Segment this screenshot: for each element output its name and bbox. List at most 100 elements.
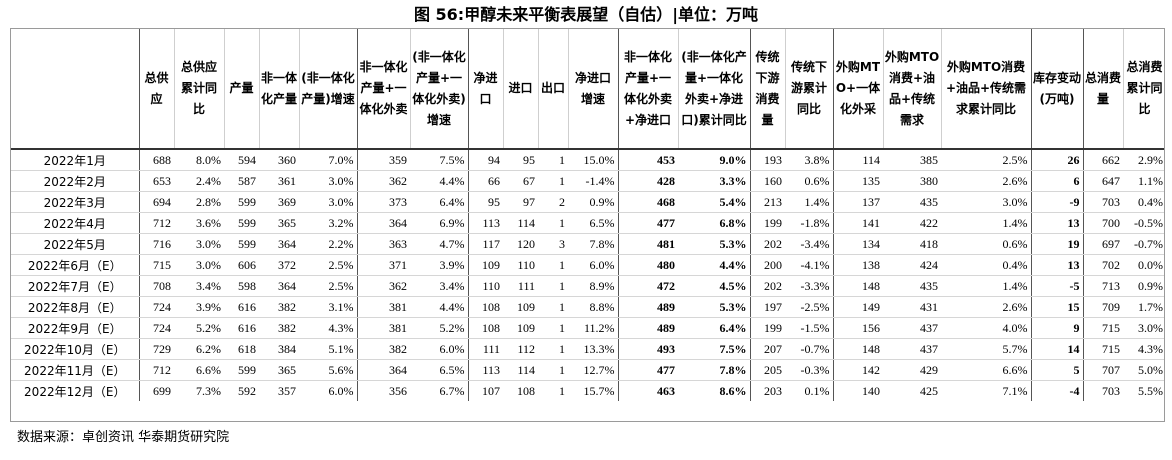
table-cell: 1.7% [1123,296,1164,318]
table-cell: -9 [1031,191,1084,213]
table-cell: 489 [618,317,678,339]
table-cell: 599 [224,191,259,213]
table-cell: -0.5% [1123,212,1164,234]
table-cell: 207 [750,338,785,360]
table-cell: 2.2% [299,233,358,255]
table-cell: 6.8% [678,212,751,234]
header-cell: 总供应累计同比 [174,29,225,150]
table-cell: 138 [833,254,883,276]
header-cell: (非一体化产量+一体化外卖)增速 [410,29,469,150]
table-cell: 2.5% [299,254,358,276]
table-cell: -0.7% [785,338,834,360]
header-cell: 传统下游消费量 [750,29,786,150]
table-cell: 113 [468,359,503,381]
table-cell: 7.8% [678,359,751,381]
table-cell: 148 [833,338,883,360]
table-cell: 697 [1083,233,1123,255]
table-cell: -4 [1031,380,1084,401]
table-cell: 19 [1031,233,1084,255]
table-cell: 364 [259,275,299,297]
table-cell: 1 [538,275,568,297]
table-cell: 3.0% [941,191,1032,213]
table-cell: 616 [224,296,259,318]
table-cell: 13.3% [568,338,619,360]
table-cell: 365 [259,212,299,234]
table-cell: 0.4% [1123,191,1164,213]
table-body: 2022年1月 688 8.0% 594 360 7.0% 359 7.5% 94 95 1 15.0… [11,149,1164,401]
table-cell: 110 [503,254,538,276]
table-cell: 6.2% [174,338,224,360]
row-date-cell: 2022年10月（E） [11,338,140,360]
table-cell: 365 [259,359,299,381]
table-cell: 381 [357,317,410,339]
table-cell: 0.6% [941,233,1032,255]
table-cell: 8.0% [174,149,224,171]
table-cell: 3.9% [174,296,224,318]
table-cell: 8.6% [678,380,751,401]
table-cell: 14 [1031,338,1084,360]
table-cell: 202 [750,275,785,297]
table-cell: 199 [750,317,785,339]
table-cell: 2.8% [174,191,224,213]
header-cell: 总消费量 [1083,29,1124,150]
table-cell: -1.4% [568,170,619,192]
table-cell: 0.4% [941,254,1032,276]
table-cell: 202 [750,233,785,255]
table-cell: 13 [1031,212,1084,234]
table-cell: 3.6% [174,212,224,234]
row-date-cell: 2022年5月 [11,233,140,255]
table-cell: 5.7% [941,338,1032,360]
table-cell: 7.5% [678,338,751,360]
table-cell: 712 [139,359,174,381]
table-cell: 0.9% [1123,275,1164,297]
header-cell: 非一体化产量 [259,29,300,150]
table-cell: 137 [833,191,883,213]
table-row: 2022年11月（E） 712 6.6% 599 365 5.6% 364 6.5% 113 11… [11,359,1164,381]
header-cell: (非一体化产量)增速 [299,29,358,150]
header-cell: 净进口增速 [568,29,619,150]
table-title: 图 56:甲醇未来平衡表展望（自估）|单位：万吨 [413,5,759,24]
table-cell: 141 [833,212,883,234]
table-cell: 598 [224,275,259,297]
table-cell: 599 [224,359,259,381]
table-cell: 384 [259,338,299,360]
table-cell: 2.9% [1123,149,1164,171]
table-cell: 3.0% [174,233,224,255]
table-cell: 431 [883,296,941,318]
header-cell: 外购MTO+一体化外采 [833,29,884,150]
table-cell: 4.4% [410,170,469,192]
table-cell: 382 [259,296,299,318]
table-cell: 6.4% [410,191,469,213]
table-cell: 120 [503,233,538,255]
table-cell: 12.7% [568,359,619,381]
table-cell: 67 [503,170,538,192]
table-cell: 703 [1102,383,1120,398]
table-cell: 713 [1083,275,1123,297]
table-cell: 3.8% [785,149,834,171]
header-cell: 非一体化产量+一体化外卖 [357,29,411,150]
table-cell: 66 [468,170,503,192]
table-cell: 4.7% [410,233,469,255]
table-cell: 5 [1031,359,1084,381]
table-cell: -5 [1031,275,1084,297]
table-cell: 94 [468,149,503,171]
table-cell: 361 [259,170,299,192]
table-cell: 6.4% [678,317,751,339]
header-row: 总供应 总供应累计同比 产量 非一体化产量 (非一体化产量)增速 非一体化产量+… [11,29,1164,150]
table-cell: -0.3% [785,359,834,381]
table-cell: 6.9% [410,212,469,234]
table-cell: 480 [618,254,678,276]
table-row: 2022年10月（E） 729 6.2% 618 384 5.1% 382 6.0% 111 11… [11,338,1164,360]
table-cell: 110 [468,275,503,297]
table-row: 2022年6月（E） 715 3.0% 606 372 2.5% 371 3.9% 109 110… [11,254,1164,276]
table-cell: 472 [618,275,678,297]
table-cell: 3 [538,233,568,255]
table-cell: 616 [224,317,259,339]
table-cell: 429 [883,359,941,381]
table-cell: 712 [139,212,174,234]
table-cell: 200 [750,254,785,276]
table-cell: 108 [517,383,535,398]
table-cell: 11.2% [568,317,619,339]
table-cell: 481 [618,233,678,255]
table-cell: 4.3% [1123,338,1164,360]
